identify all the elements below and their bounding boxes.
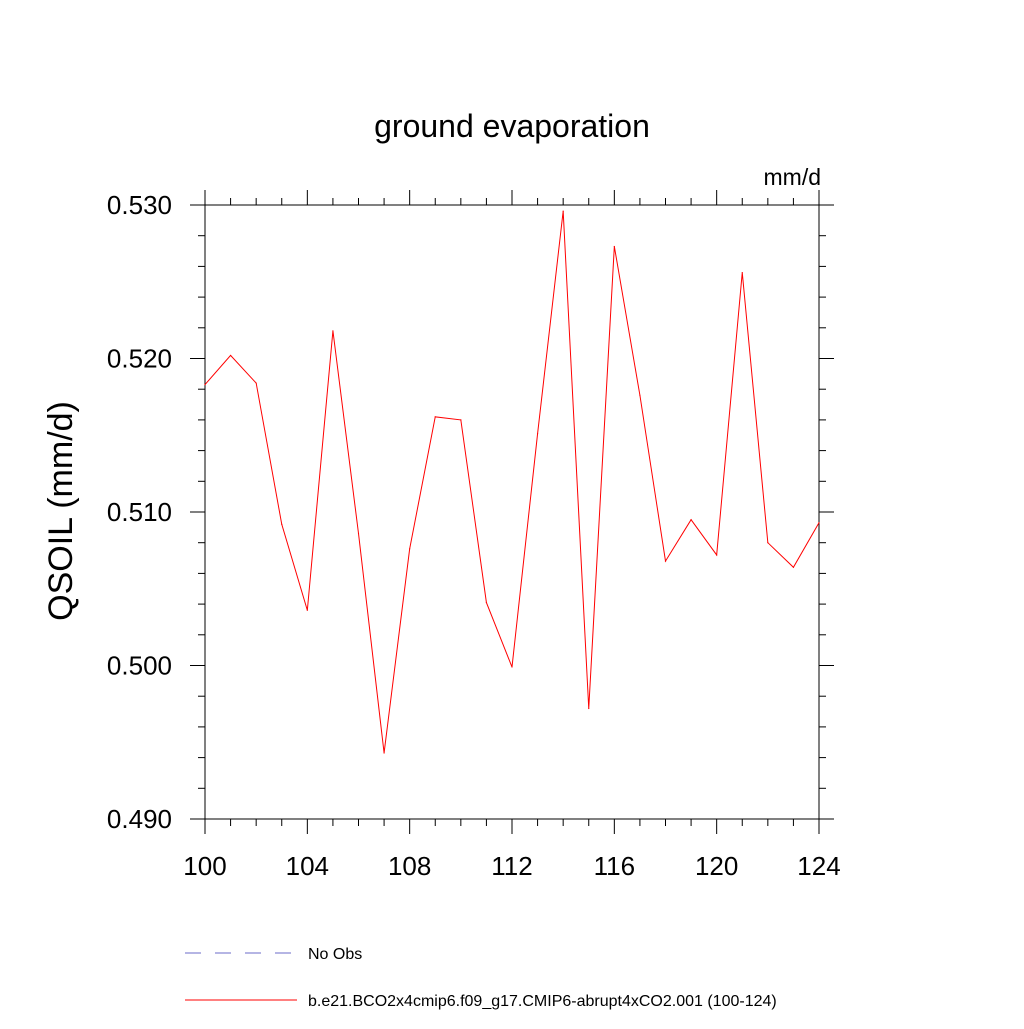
data-point <box>460 419 462 421</box>
data-point <box>306 609 308 611</box>
x-tick-label: 116 <box>594 851 635 881</box>
data-point <box>613 245 615 248</box>
data-point <box>639 394 641 396</box>
units-label: mm/d <box>764 164 822 190</box>
data-point <box>434 416 436 418</box>
x-tick-label: 104 <box>286 851 329 881</box>
data-point <box>562 210 564 212</box>
legend-label: b.e21.BCO2x4cmip6.f09_g17.CMIP6-abrupt4x… <box>308 993 777 1010</box>
data-point <box>255 382 257 384</box>
data-point <box>741 271 743 274</box>
x-tick-label: 124 <box>797 851 840 881</box>
data-point <box>818 522 820 524</box>
data-point <box>511 666 513 668</box>
data-point <box>357 532 360 535</box>
axes: 100 104 108 112 116 120 124 0.490 0.500 0.510 0.52… <box>107 190 841 881</box>
data-point <box>664 560 667 562</box>
data-point <box>536 433 539 435</box>
data-point <box>485 601 488 604</box>
legend: No Obs b.e21.BCO2x4cmip6.f09_g17.CMIP6-ab… <box>185 946 777 1010</box>
x-tick-label: 112 <box>491 851 532 881</box>
x-tick-label: 108 <box>388 851 431 881</box>
x-tick-label: 100 <box>183 851 226 881</box>
data-point <box>229 354 232 357</box>
y-tick-label: 0.490 <box>107 804 172 834</box>
plot-frame <box>204 204 820 820</box>
x-tick-label: 120 <box>695 851 738 881</box>
series-line <box>204 211 820 754</box>
data-point <box>767 542 769 544</box>
data-point <box>383 752 385 754</box>
y-tick-label: 0.530 <box>107 190 172 220</box>
y-tick-label: 0.500 <box>107 651 172 681</box>
series-lines <box>204 210 820 754</box>
data-point <box>204 383 206 386</box>
legend-label: No Obs <box>308 946 362 963</box>
data-point <box>409 548 411 550</box>
data-point <box>281 523 283 525</box>
data-point <box>588 707 590 710</box>
data-point <box>716 554 718 556</box>
data-point <box>332 330 334 332</box>
chart-title: ground evaporation <box>374 108 650 144</box>
y-axis-label: QSOIL (mm/d) <box>42 401 80 621</box>
data-point <box>792 566 795 568</box>
data-point <box>690 519 692 521</box>
y-tick-label: 0.520 <box>107 344 172 374</box>
y-tick-label: 0.510 <box>107 497 172 527</box>
